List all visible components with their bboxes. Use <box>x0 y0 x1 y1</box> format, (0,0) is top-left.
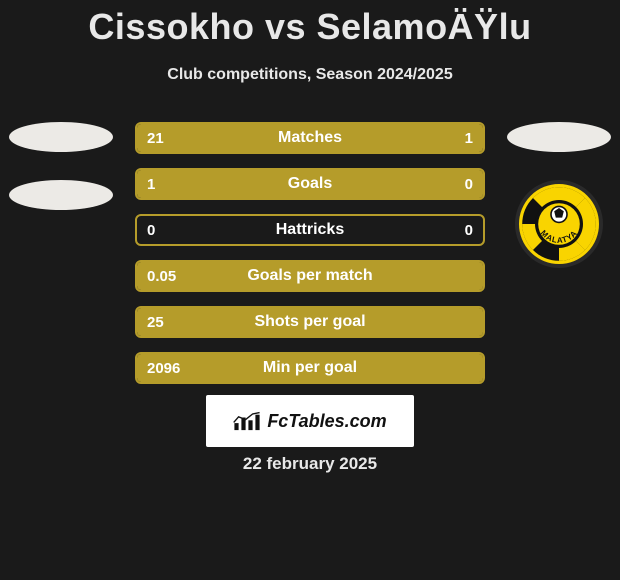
stat-row: 0.05Goals per match <box>135 260 485 292</box>
page-title: Cissokho vs SelamoÄŸlu <box>0 0 620 48</box>
stat-fill-left <box>137 354 483 382</box>
page-subtitle: Club competitions, Season 2024/2025 <box>0 66 620 84</box>
stat-row: 1Goals0 <box>135 168 485 200</box>
stat-fill-left <box>137 308 483 336</box>
left-ellipse-badge-2 <box>9 180 113 210</box>
stat-row: 21Matches1 <box>135 122 485 154</box>
stat-fill-left <box>137 124 403 152</box>
left-team-badges <box>6 122 116 210</box>
stat-row: 0Hattricks0 <box>135 214 485 246</box>
stat-label: Hattricks <box>137 221 483 239</box>
footer-date: 22 february 2025 <box>0 454 620 474</box>
fctables-logo: FcTables.com <box>206 395 414 447</box>
stats-bars-container: 21Matches1 1Goals0 0Hattricks0 0.05Goals pe… <box>135 122 485 384</box>
right-team-badges: MALATYA <box>504 122 614 268</box>
right-ellipse-badge-1 <box>507 122 611 152</box>
left-ellipse-badge-1 <box>9 122 113 152</box>
right-club-crest: MALATYA <box>515 180 603 268</box>
stat-fill-left <box>137 170 483 198</box>
fctables-logo-text: FcTables.com <box>267 411 386 432</box>
bar-chart-icon <box>233 410 261 432</box>
stat-row: 2096Min per goal <box>135 352 485 384</box>
stat-row: 25Shots per goal <box>135 306 485 338</box>
malatya-crest-icon: MALATYA <box>519 184 599 264</box>
stat-fill-left <box>137 262 483 290</box>
stat-value-left: 0 <box>147 222 155 239</box>
stat-value-right: 0 <box>465 222 473 239</box>
stat-fill-right <box>403 124 483 152</box>
